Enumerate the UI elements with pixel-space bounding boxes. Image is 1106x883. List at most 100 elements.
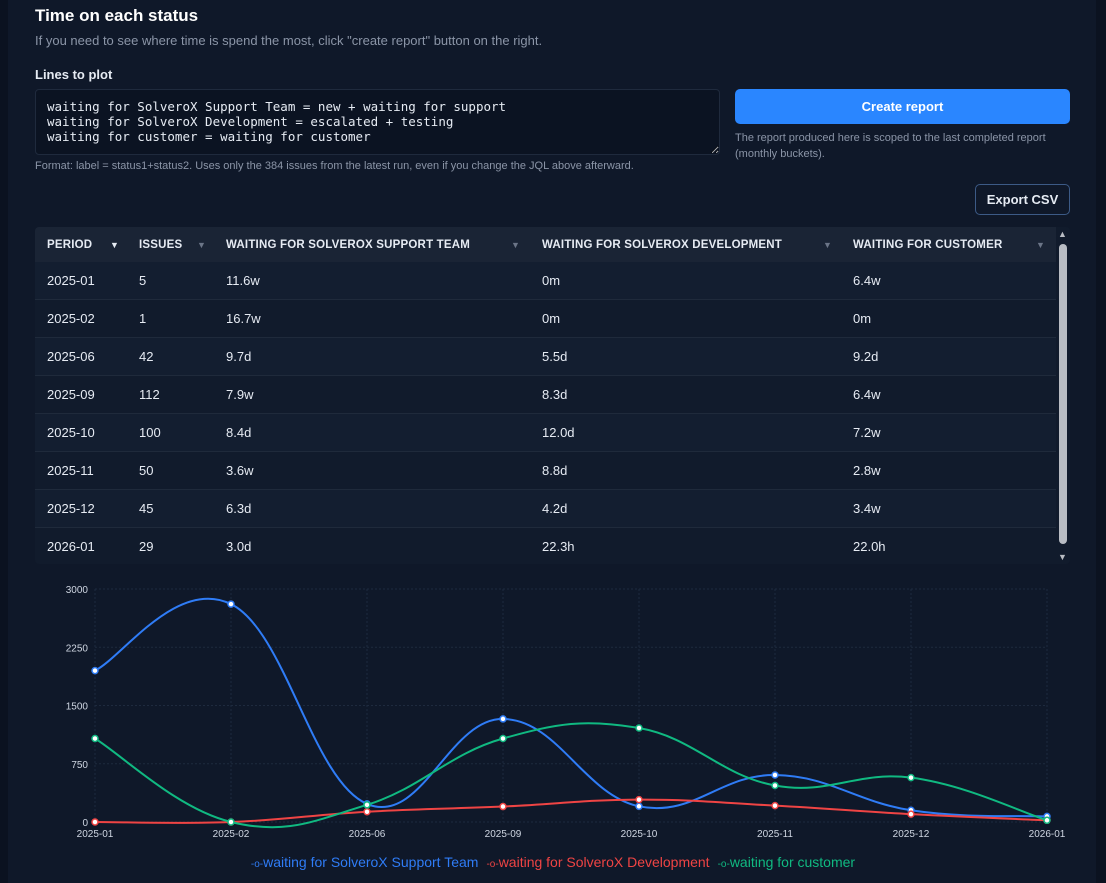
- table-cell: 3.6w: [226, 463, 254, 478]
- scroll-down-icon[interactable]: ▼: [1058, 552, 1067, 562]
- scrollbar-thumb[interactable]: [1059, 244, 1067, 544]
- table-cell: 16.7w: [226, 311, 261, 326]
- table-cell: 0m: [853, 311, 872, 326]
- table-row: 2025-11 50 3.6w 8.8d 2.8w: [35, 452, 1056, 490]
- lines-textarea[interactable]: waiting for SolveroX Support Team = new …: [35, 89, 720, 155]
- legend-item[interactable]: -o-waiting for customer: [718, 854, 856, 870]
- table-cell: 6.3d: [226, 501, 252, 516]
- y-tick-label: 0: [82, 818, 88, 829]
- x-tick-label: 2026-01: [1029, 829, 1066, 840]
- data-point: [907, 773, 915, 782]
- time-chart: 0 750 1500 2250 3000 2025-01 2025-02 2025-06 202…: [66, 585, 1066, 840]
- column-header[interactable]: WAITING FOR SOLVEROX SUPPORT TEAM ▼: [214, 239, 530, 251]
- table-row: 2025-10 100 8.4d 12.0d 7.2w: [35, 414, 1056, 452]
- export-csv-button[interactable]: Export CSV: [975, 184, 1070, 215]
- data-point: [499, 715, 507, 723]
- sort-icon[interactable]: ▼: [110, 239, 120, 250]
- series-line: [94, 597, 1048, 818]
- series-line: [94, 798, 1048, 824]
- scroll-up-icon[interactable]: ▲: [1058, 229, 1067, 239]
- table-cell: 8.8d: [542, 463, 568, 478]
- y-tick-label: 1500: [66, 702, 89, 713]
- table-cell: 45: [139, 501, 154, 516]
- table-cell: 2025-10: [47, 425, 95, 440]
- table-cell: 3.0d: [226, 539, 252, 554]
- lines-label: Lines to plot: [35, 67, 113, 82]
- table-cell: 12.0d: [542, 425, 575, 440]
- table-cell: 0m: [542, 311, 561, 326]
- page-title: Time on each status: [35, 6, 199, 25]
- x-tick-label: 2025-10: [621, 829, 658, 840]
- table-cell: 2025-02: [47, 311, 95, 326]
- table-cell: 6.4w: [853, 273, 881, 288]
- x-tick-label: 2025-09: [485, 829, 522, 840]
- create-report-note: The report produced here is scoped to th…: [735, 132, 1046, 160]
- data-point: [771, 801, 779, 810]
- table-cell: 112: [139, 387, 160, 402]
- column-header[interactable]: WAITING FOR CUSTOMER ▼: [841, 239, 1056, 251]
- x-tick-label: 2025-12: [893, 829, 930, 840]
- column-header-label: ISSUES: [139, 238, 183, 251]
- x-tick-label: 2025-11: [757, 829, 793, 840]
- table-row: 2025-06 42 9.7d 5.5d 9.2d: [35, 338, 1056, 376]
- table-cell: 4.2d: [542, 501, 568, 516]
- table-cell: 2025-06: [47, 349, 95, 364]
- table-row: 2025-02 1 16.7w 0m 0m: [35, 300, 1056, 338]
- data-point: [771, 781, 779, 790]
- format-hint: Format: label = status1+status2. Uses on…: [35, 160, 634, 172]
- data-point: [91, 734, 99, 743]
- table-cell: 42: [139, 349, 154, 364]
- page-subtitle: If you need to see where time is spend t…: [35, 33, 543, 48]
- column-header-label: WAITING FOR CUSTOMER: [853, 238, 1003, 251]
- data-point: [363, 801, 371, 809]
- y-tick-label: 750: [71, 760, 88, 771]
- table-body: 2025-01 5 11.6w 0m 6.4w 2025-02 1 16.7w 0m 0m 2025…: [35, 262, 1070, 564]
- table-cell: 9.7d: [226, 349, 252, 364]
- table-cell: 22.3h: [542, 539, 575, 554]
- column-header-label: WAITING FOR SOLVEROX SUPPORT TEAM: [226, 238, 471, 251]
- chart-legend: -o-waiting for SolveroX Support Team -o-w…: [0, 854, 1106, 870]
- data-point: [1043, 816, 1051, 825]
- x-tick-label: 2025-06: [349, 829, 386, 840]
- table-cell: 7.9w: [226, 387, 254, 402]
- table-scrollbar[interactable]: ▲ ▼: [1056, 227, 1070, 564]
- table-cell: 2026-01: [47, 539, 95, 554]
- table-row: 2026-01 29 3.0d 22.3h 22.0h: [35, 528, 1056, 564]
- column-header[interactable]: WAITING FOR SOLVEROX DEVELOPMENT ▼: [530, 239, 841, 251]
- table-cell: 8.4d: [226, 425, 252, 440]
- table-cell: 9.2d: [853, 349, 879, 364]
- table-cell: 5: [139, 273, 147, 288]
- table-row: 2025-01 5 11.6w 0m 6.4w: [35, 262, 1056, 300]
- table-row: 2025-09 112 7.9w 8.3d 6.4w: [35, 376, 1056, 414]
- sort-icon[interactable]: ▼: [823, 239, 833, 250]
- x-tick-label: 2025-02: [213, 829, 250, 840]
- sort-icon[interactable]: ▼: [1036, 239, 1046, 250]
- column-header[interactable]: PERIOD ▼: [35, 239, 127, 251]
- table-cell: 29: [139, 539, 154, 554]
- table-cell: 7.2w: [853, 425, 881, 440]
- x-tick-label: 2025-01: [77, 829, 114, 840]
- data-point: [499, 734, 507, 743]
- sort-icon[interactable]: ▼: [197, 239, 207, 250]
- legend-marker-icon: -o-: [717, 859, 730, 870]
- table-cell: 5.5d: [542, 349, 568, 364]
- data-point: [363, 807, 371, 816]
- legend-item[interactable]: -o-waiting for SolveroX Support Team: [251, 854, 479, 870]
- legend-label: waiting for SolveroX Support Team: [263, 854, 479, 870]
- sort-icon[interactable]: ▼: [511, 239, 521, 250]
- table-cell: 0m: [542, 273, 561, 288]
- report-table: PERIOD ▼ ISSUES ▼ WAITING FOR SOLVEROX SUPPO…: [35, 227, 1070, 564]
- y-tick-label: 3000: [66, 585, 89, 596]
- data-point: [91, 666, 99, 675]
- data-point: [635, 724, 643, 732]
- series-line: [94, 722, 1048, 829]
- legend-item[interactable]: -o-waiting for SolveroX Development: [486, 854, 709, 870]
- column-header[interactable]: ISSUES ▼: [127, 239, 214, 251]
- legend-marker-icon: -o-: [250, 859, 264, 870]
- table-cell: 2025-01: [47, 273, 95, 288]
- table-cell: 8.3d: [542, 387, 568, 402]
- legend-marker-icon: -o-: [486, 859, 499, 870]
- data-point: [227, 600, 235, 608]
- table-cell: 2025-09: [47, 387, 95, 402]
- create-report-button[interactable]: Create report: [735, 89, 1070, 124]
